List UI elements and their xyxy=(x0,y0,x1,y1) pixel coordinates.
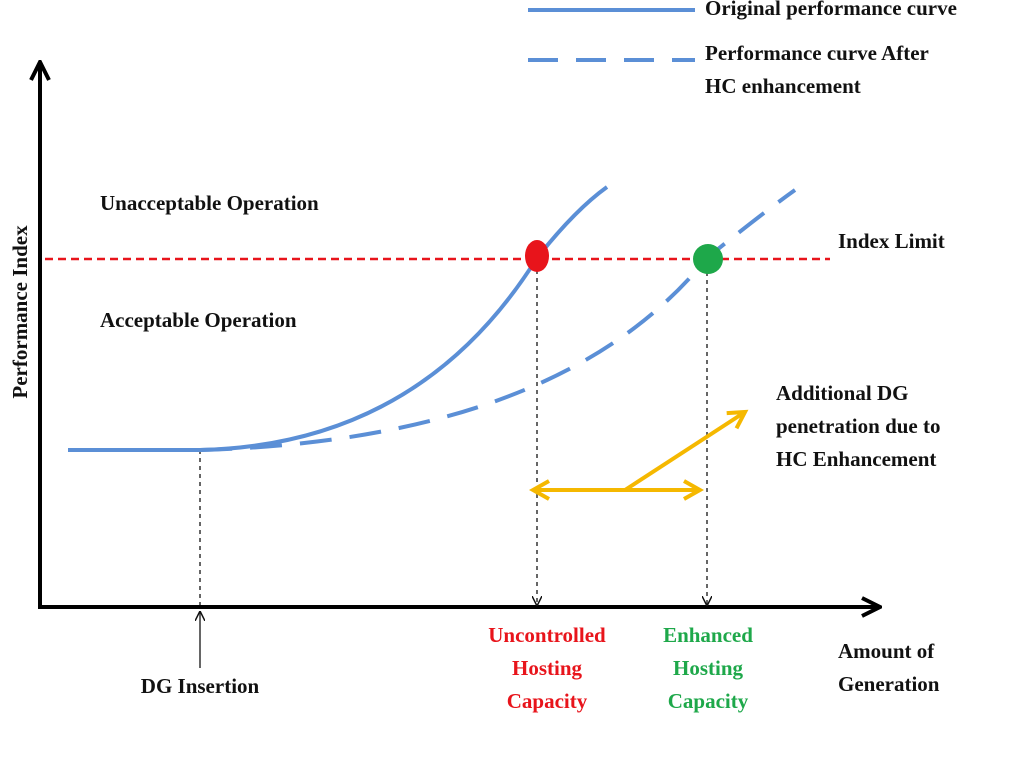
annotation-arrow xyxy=(623,412,745,492)
annotation: Additional DG xyxy=(776,381,908,405)
legend-label: Original performance curve xyxy=(705,0,957,20)
x-label: Hosting xyxy=(673,656,744,680)
enhanced-curve xyxy=(199,188,797,452)
legend-label: Performance curve After xyxy=(705,41,929,65)
region-label: Unacceptable Operation xyxy=(100,191,319,215)
x-label: Uncontrolled xyxy=(488,623,606,647)
legend-label: HC enhancement xyxy=(705,74,861,98)
x-label: Capacity xyxy=(507,689,588,713)
y-axis-label: Performance Index xyxy=(8,225,32,399)
original-curve xyxy=(68,185,609,452)
region-label: Acceptable Operation xyxy=(100,308,297,332)
x-label: Capacity xyxy=(668,689,749,713)
x-axis-label: Amount of xyxy=(838,639,935,663)
x-label: DG Insertion xyxy=(141,674,260,698)
x-label: Hosting xyxy=(512,656,583,680)
annotation: penetration due to xyxy=(776,414,941,438)
uncontrolled-point xyxy=(525,240,549,272)
x-label: Enhanced xyxy=(663,623,753,647)
x-axis-label: Generation xyxy=(838,672,940,696)
enhanced-point xyxy=(693,244,723,274)
annotation: HC Enhancement xyxy=(776,447,936,471)
index-limit-label: Index Limit xyxy=(838,229,945,253)
